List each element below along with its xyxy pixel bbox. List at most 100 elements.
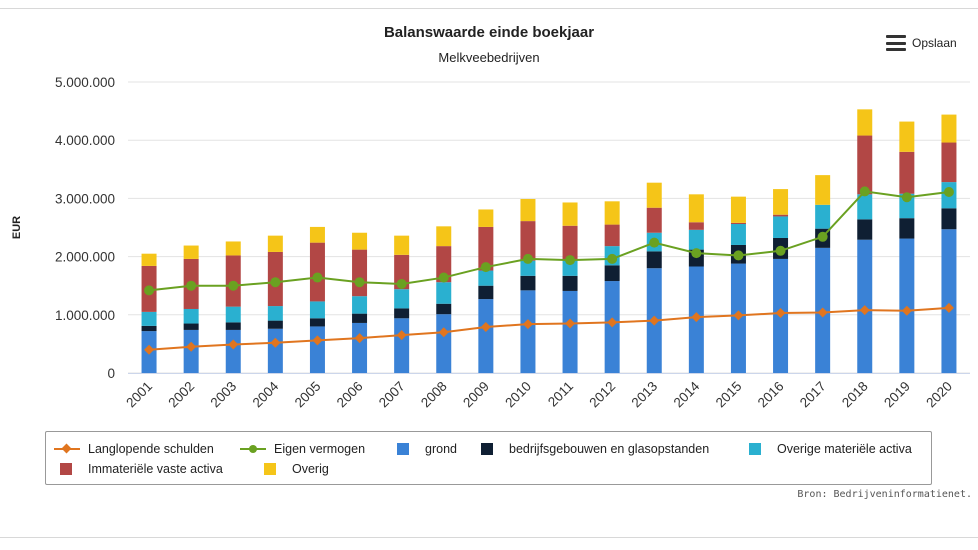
bar-segment [730,224,746,245]
bar-segment [267,306,283,321]
bar-segment [183,245,199,259]
data-point [733,250,744,261]
data-point [649,315,660,326]
legend-item-overige-materiele-activa[interactable]: Overige materiële activa [743,442,912,456]
data-point [859,305,870,316]
bar-segment [857,194,873,220]
legend-label: Eigen vermogen [274,442,366,456]
bar-segment [352,296,368,314]
data-point [480,262,491,273]
data-point [480,322,491,333]
legend-item-eigen-vermogen[interactable]: Eigen vermogen [240,442,365,456]
data-point [270,337,281,348]
bar-segment [562,202,578,226]
bar-segment [267,328,283,373]
legend-label: bedrijfsgebouwen en glasopstanden [509,442,710,456]
bar-segment [899,218,915,239]
data-point [186,280,197,291]
bottom-border [0,537,978,538]
bar-segment [309,242,325,302]
data-point [228,280,239,291]
y-tick-label: 3.000.000 [55,191,115,206]
chart-plot: 0 1.000.000 2.000.000 3.000.000 4.000.000 5.0… [11,75,970,411]
y-tick-label: 4.000.000 [55,133,115,148]
x-tick-label: 2009 [460,379,492,411]
data-point [817,307,828,318]
data-point [312,335,323,346]
data-point [901,305,912,316]
data-point [270,277,281,288]
y-axis-title: EUR [11,216,23,239]
data-point [354,333,365,344]
bar-segment [562,225,578,261]
bar-segment [309,318,325,327]
x-tick-label: 2017 [797,379,829,411]
series-line [148,306,950,351]
legend-item-overig[interactable]: Overig [258,462,329,476]
bar-segment [225,306,241,323]
bar-segment [688,229,704,250]
data-point [312,272,323,283]
y-tick-label: 2.000.000 [55,250,115,265]
x-tick-label: 2010 [502,379,534,411]
bar-segment [520,275,536,291]
export-label: Opslaan [912,36,957,50]
bar-segment [815,204,831,229]
bar-segment [730,196,746,223]
bar-segment [309,326,325,373]
data-point [733,310,744,321]
bar-segment [520,221,536,261]
bar-segment [141,253,157,266]
legend: Langlopende schulden Eigen vermogen gron… [45,431,932,485]
bar-segment [141,311,157,326]
bar-segment [773,214,789,217]
legend-square-icon [743,442,769,456]
x-tick-label: 2019 [881,379,913,411]
legend-square-icon [54,462,80,476]
data-point [607,317,618,328]
bar-segment [436,282,452,304]
x-tick-label: 2005 [292,379,324,411]
legend-item-immateriele-vaste-activa[interactable]: Immateriële vaste activa [54,462,223,476]
legend-item-grond[interactable]: grond [391,442,457,456]
legend-item-langlopende-schulden[interactable]: Langlopende schulden [54,442,214,456]
bar-segment [941,114,957,143]
bar-segment [436,314,452,373]
bar-segment [520,260,536,276]
legend-line-diamond-icon [54,442,80,456]
data-point [396,330,407,341]
legend-item-bedrijfsgebouwen[interactable]: bedrijfsgebouwen en glasopstanden [475,442,709,456]
x-tick-label: 2012 [586,379,618,411]
series-line [148,190,950,292]
bar-segment [183,323,199,330]
export-button[interactable]: Opslaan [886,33,957,53]
bar-segment [562,260,578,276]
bar-segment [688,222,704,230]
data-point [228,339,239,350]
chart-title: Balanswaarde einde boekjaar [383,24,595,41]
bar-segment [478,270,494,286]
bar-segment [183,308,199,324]
data-point [817,231,828,242]
legend-label: Overig [292,462,329,476]
bar-segment [352,322,368,373]
bar-segment [520,198,536,222]
x-tick-label: 2018 [839,379,871,411]
data-point [901,192,912,203]
bar-segment [394,289,410,309]
legend-label: Langlopende schulden [88,442,214,456]
bar-segment [562,275,578,291]
data-point [565,318,576,329]
bar-segment [436,226,452,247]
x-tick-label: 2011 [545,379,576,410]
data-point [943,186,954,197]
data-point [354,277,365,288]
bar-segment [309,301,325,319]
bar-segment [773,216,789,238]
legend-line-circle-icon [240,442,266,456]
bar-segment [941,229,957,373]
bar-segment [899,121,915,152]
x-tick-label: 2013 [629,379,661,411]
data-point [522,319,533,330]
bar-segment [899,151,915,194]
